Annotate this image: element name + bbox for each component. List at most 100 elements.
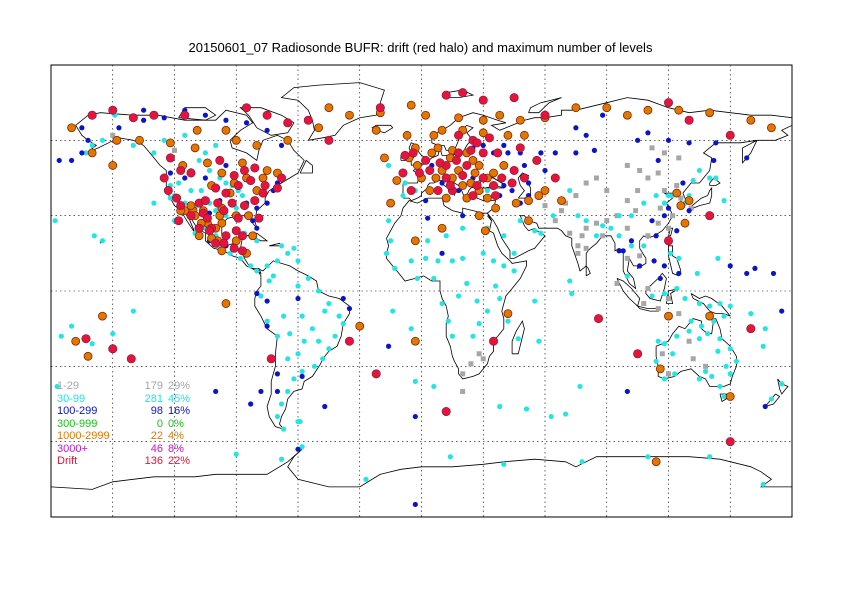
station-blue [662, 213, 667, 218]
legend-label: 3000+ [57, 443, 88, 455]
station-cyan [728, 371, 733, 376]
station-blue [625, 389, 630, 394]
station-drift-halo [411, 237, 419, 245]
station-drift [516, 144, 524, 152]
station-cyan [707, 303, 712, 308]
station-cyan [617, 233, 622, 238]
station-blue [347, 306, 352, 311]
station-cyan [617, 213, 622, 218]
station-drift [211, 239, 219, 247]
station-cyan [413, 379, 418, 384]
station-cyan [446, 319, 451, 324]
station-cyan [295, 258, 300, 263]
station-drift [485, 134, 493, 142]
station-cyan [151, 150, 156, 155]
station-blue [168, 170, 173, 175]
station-cyan [713, 175, 718, 180]
station-gray [604, 188, 609, 193]
station-cyan [240, 193, 245, 198]
station-cyan [291, 246, 296, 251]
legend-label: 300-999 [57, 418, 97, 430]
station-blue [629, 238, 634, 243]
station-drift [234, 214, 242, 222]
station-cyan [100, 138, 105, 143]
station-drift-halo [345, 111, 353, 119]
station-drift-halo [438, 126, 446, 134]
station-cyan [162, 138, 167, 143]
station-gray [615, 281, 620, 286]
station-cyan [654, 193, 659, 198]
station-cyan [310, 326, 315, 331]
legend-percent: 22% [168, 455, 190, 467]
station-cyan [223, 180, 228, 185]
station-drift [454, 131, 462, 139]
station-drift-halo [442, 194, 450, 202]
station-blue [265, 201, 270, 206]
coastline-sumatra [617, 278, 640, 306]
station-drift-halo [68, 124, 76, 132]
station-drift-halo [471, 169, 479, 177]
station-cyan [470, 334, 475, 339]
station-blue [79, 125, 84, 130]
station-drift [452, 156, 460, 164]
station-drift-halo [644, 106, 652, 114]
station-drift [195, 224, 203, 232]
station-drift-halo [656, 365, 664, 373]
station-drift [434, 186, 442, 194]
station-gray [645, 176, 650, 181]
legend-percent: 29% [168, 380, 190, 392]
station-blue [300, 374, 305, 379]
station-blue [666, 138, 671, 143]
station-cyan [524, 406, 529, 411]
station-drift-halo [422, 111, 430, 119]
station-drift [129, 114, 137, 122]
station-cyan [629, 243, 634, 248]
station-drift [150, 111, 158, 119]
station-cyan [279, 401, 284, 406]
station-drift-halo [98, 312, 106, 320]
station-cyan [431, 276, 436, 281]
station-drift-halo [516, 116, 524, 124]
station-drift [664, 98, 672, 106]
station-drift-halo [767, 124, 775, 132]
station-cyan [536, 339, 541, 344]
station-cyan [567, 278, 572, 283]
station-drift-halo [222, 300, 230, 308]
station-blue [649, 218, 654, 223]
station-gray [460, 389, 465, 394]
station-cyan [386, 163, 391, 168]
station-cyan [695, 271, 700, 276]
station-gray [656, 221, 661, 226]
station-cyan [281, 314, 286, 319]
station-drift [222, 189, 230, 197]
station-drift [426, 166, 434, 174]
station-cyan [532, 228, 537, 233]
station-blue [686, 140, 691, 145]
station-cyan [779, 381, 784, 386]
station-drift [479, 174, 487, 182]
station-drift-halo [263, 166, 271, 174]
station-blue [79, 150, 84, 155]
station-cyan [761, 344, 766, 349]
station-cyan [505, 319, 510, 324]
station-drift [442, 174, 450, 182]
station-blue [779, 308, 784, 313]
station-blue [254, 291, 259, 296]
station-cyan [674, 286, 679, 291]
station-cyan [717, 384, 722, 389]
station-drift [325, 136, 333, 144]
station-cyan [182, 133, 187, 138]
station-cyan [207, 168, 212, 173]
station-drift-halo [459, 182, 467, 190]
station-cyan [448, 454, 453, 459]
station-drift [216, 156, 224, 164]
station-cyan [287, 331, 292, 336]
station-drift-halo [315, 124, 323, 132]
station-cyan [90, 143, 95, 148]
station-cyan [131, 308, 136, 313]
station-blue [275, 389, 280, 394]
station-cyan [512, 268, 517, 273]
station-drift [251, 196, 259, 204]
station-drift [220, 239, 228, 247]
